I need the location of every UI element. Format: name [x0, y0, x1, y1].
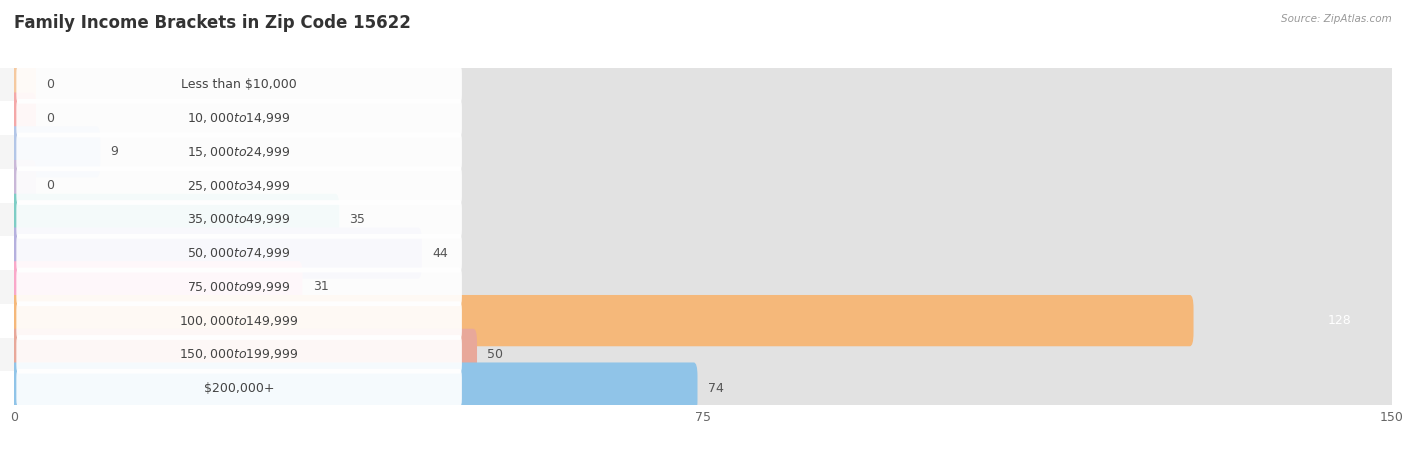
- FancyBboxPatch shape: [17, 369, 463, 407]
- FancyBboxPatch shape: [17, 200, 463, 238]
- Text: 74: 74: [707, 382, 724, 395]
- Text: 0: 0: [46, 112, 55, 125]
- Bar: [0, 304, 1392, 338]
- FancyBboxPatch shape: [10, 328, 477, 380]
- FancyBboxPatch shape: [10, 194, 1396, 245]
- FancyBboxPatch shape: [17, 133, 463, 171]
- FancyBboxPatch shape: [10, 126, 1396, 178]
- FancyBboxPatch shape: [10, 328, 1396, 380]
- Text: $25,000 to $34,999: $25,000 to $34,999: [187, 179, 291, 193]
- Bar: [0, 202, 1392, 236]
- Text: Family Income Brackets in Zip Code 15622: Family Income Brackets in Zip Code 15622: [14, 14, 411, 32]
- FancyBboxPatch shape: [17, 99, 463, 137]
- FancyBboxPatch shape: [10, 194, 339, 245]
- Text: 0: 0: [46, 179, 55, 192]
- Text: 128: 128: [1327, 314, 1351, 327]
- Bar: [0, 371, 1392, 405]
- FancyBboxPatch shape: [17, 234, 463, 272]
- Text: 9: 9: [111, 145, 118, 158]
- Text: $75,000 to $99,999: $75,000 to $99,999: [187, 280, 291, 294]
- Text: 35: 35: [349, 213, 366, 226]
- FancyBboxPatch shape: [17, 166, 463, 205]
- FancyBboxPatch shape: [10, 160, 37, 212]
- Text: $50,000 to $74,999: $50,000 to $74,999: [187, 246, 291, 260]
- Text: 44: 44: [432, 247, 447, 260]
- Bar: [0, 135, 1392, 169]
- FancyBboxPatch shape: [10, 363, 1396, 414]
- FancyBboxPatch shape: [10, 93, 37, 144]
- Text: $100,000 to $149,999: $100,000 to $149,999: [180, 314, 299, 328]
- Bar: [0, 68, 1392, 101]
- Text: $200,000+: $200,000+: [204, 382, 274, 395]
- Bar: [0, 169, 1392, 202]
- Text: $150,000 to $199,999: $150,000 to $199,999: [180, 347, 299, 361]
- Text: Less than $10,000: Less than $10,000: [181, 78, 297, 91]
- FancyBboxPatch shape: [10, 295, 1396, 346]
- FancyBboxPatch shape: [10, 363, 697, 414]
- Text: $35,000 to $49,999: $35,000 to $49,999: [187, 212, 291, 226]
- FancyBboxPatch shape: [17, 268, 463, 306]
- FancyBboxPatch shape: [10, 228, 422, 279]
- FancyBboxPatch shape: [17, 65, 463, 104]
- FancyBboxPatch shape: [10, 59, 1396, 110]
- FancyBboxPatch shape: [17, 335, 463, 374]
- Bar: [0, 101, 1392, 135]
- Text: Source: ZipAtlas.com: Source: ZipAtlas.com: [1281, 14, 1392, 23]
- FancyBboxPatch shape: [10, 126, 100, 178]
- Bar: [0, 338, 1392, 371]
- Text: $10,000 to $14,999: $10,000 to $14,999: [187, 111, 291, 125]
- Bar: [0, 270, 1392, 304]
- FancyBboxPatch shape: [10, 228, 1396, 279]
- FancyBboxPatch shape: [10, 261, 1396, 312]
- Text: 31: 31: [312, 280, 329, 293]
- Text: $15,000 to $24,999: $15,000 to $24,999: [187, 145, 291, 159]
- FancyBboxPatch shape: [10, 261, 302, 312]
- FancyBboxPatch shape: [17, 302, 463, 340]
- Text: 50: 50: [486, 348, 503, 361]
- FancyBboxPatch shape: [10, 295, 1194, 346]
- Bar: [0, 236, 1392, 270]
- Text: 0: 0: [46, 78, 55, 91]
- FancyBboxPatch shape: [10, 160, 1396, 212]
- FancyBboxPatch shape: [10, 93, 1396, 144]
- FancyBboxPatch shape: [10, 59, 37, 110]
